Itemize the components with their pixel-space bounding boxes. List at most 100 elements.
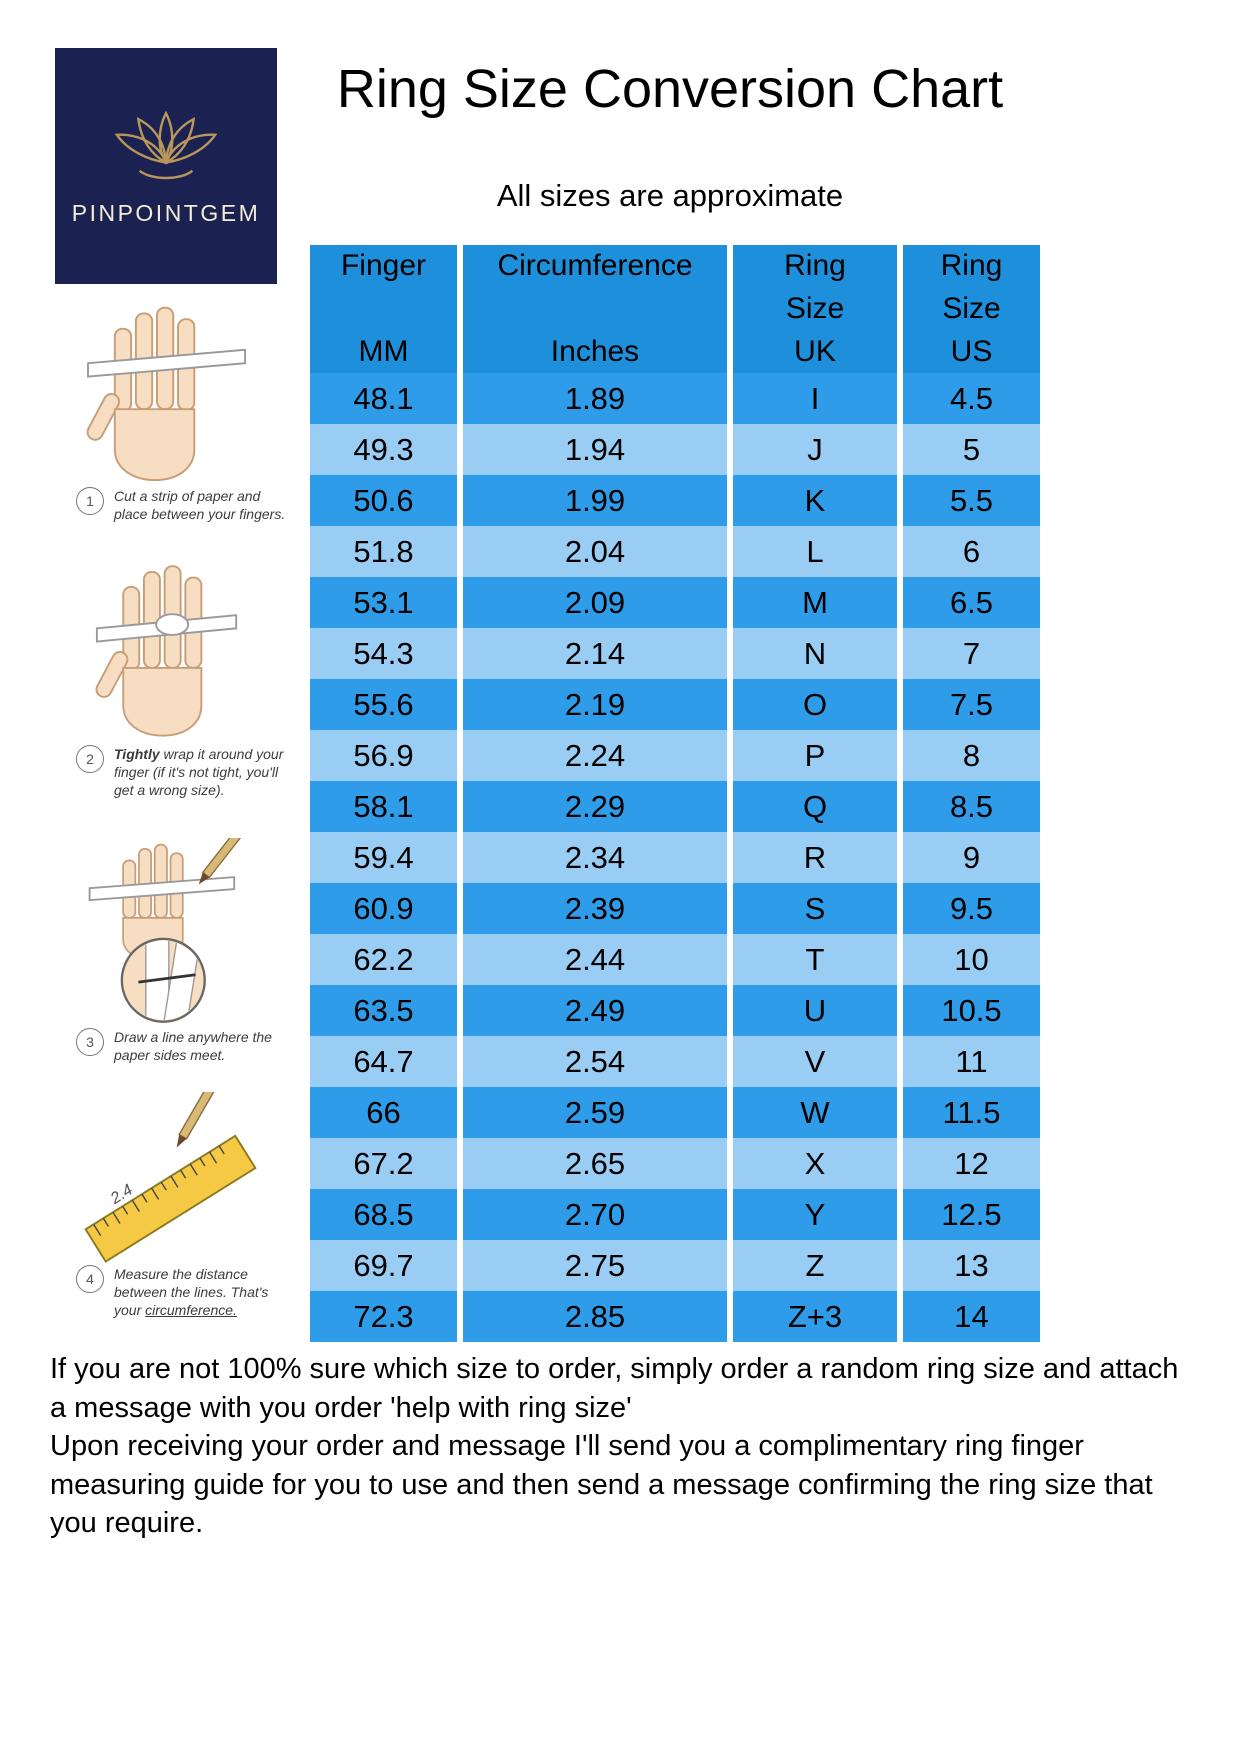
table-cell: 72.3 — [310, 1291, 460, 1342]
table-cell: 2.54 — [457, 1036, 730, 1087]
table-cell: P — [727, 730, 900, 781]
footer-paragraph: If you are not 100% sure which size to o… — [50, 1353, 1179, 1424]
footer-note: If you are not 100% sure which size to o… — [50, 1350, 1202, 1543]
table-cell: U — [727, 985, 900, 1036]
table-cell: 2.39 — [457, 883, 730, 934]
table-cell: 58.1 — [310, 781, 460, 832]
table-cell: 48.1 — [310, 373, 460, 424]
step-text: Draw a line anywhere the paper sides mee… — [114, 1029, 272, 1064]
table-cell: 56.9 — [310, 730, 460, 781]
table-cell: 7.5 — [897, 679, 1040, 730]
page-subtitle: All sizes are approximate — [496, 178, 844, 213]
table-cell: 4.5 — [897, 373, 1040, 424]
table-row: 64.7 2.54 V 11 — [310, 1036, 1040, 1087]
table-row: 72.3 2.85 Z+3 14 — [310, 1291, 1040, 1342]
table-row: 68.5 2.70 Y 12.5 — [310, 1189, 1040, 1240]
table-cell: 2.65 — [457, 1138, 730, 1189]
ring-size-table: Finger MM Circumference Inches Ring Size… — [310, 245, 1040, 1342]
col-header-ring-size-uk: Ring Size UK — [727, 245, 900, 373]
header-line: Size — [785, 292, 845, 325]
table-row: 54.3 2.14 N 7 — [310, 628, 1040, 679]
step4-ruler-illustration: 2.4 — [84, 1092, 257, 1263]
table-cell: R — [727, 832, 900, 883]
table-cell: 2.75 — [457, 1240, 730, 1291]
table-row: 62.2 2.44 T 10 — [310, 934, 1040, 985]
table-row: 50.6 1.99 K 5.5 — [310, 475, 1040, 526]
table-cell: Q — [727, 781, 900, 832]
step-3: 3 Draw a line anywhere the paper sides m… — [76, 1028, 301, 1064]
table-cell: 2.44 — [457, 934, 730, 985]
col-header-circumference-inches: Circumference Inches — [457, 245, 730, 373]
table-cell: 10 — [897, 934, 1040, 985]
table-row: 55.6 2.19 O 7.5 — [310, 679, 1040, 730]
step-4: 4 Measure the distance between the lines… — [76, 1265, 301, 1320]
step-number: 4 — [76, 1265, 104, 1293]
table-row: 58.1 2.29 Q 8.5 — [310, 781, 1040, 832]
table-cell: 14 — [897, 1291, 1040, 1342]
step-number: 3 — [76, 1028, 104, 1056]
table-row: 59.4 2.34 R 9 — [310, 832, 1040, 883]
table-cell: 5.5 — [897, 475, 1040, 526]
table-cell: 69.7 — [310, 1240, 460, 1291]
table-row: 69.7 2.75 Z 13 — [310, 1240, 1040, 1291]
pencil-icon — [176, 1092, 230, 1148]
table-cell: 2.24 — [457, 730, 730, 781]
table-cell: 6.5 — [897, 577, 1040, 628]
table-row: 67.2 2.65 X 12 — [310, 1138, 1040, 1189]
table-cell: J — [727, 424, 900, 475]
table-cell: 10.5 — [897, 985, 1040, 1036]
table-cell: 2.04 — [457, 526, 730, 577]
table-cell: 66 — [310, 1087, 460, 1138]
table-cell: K — [727, 475, 900, 526]
step-1: 1 Cut a strip of paper and place between… — [76, 487, 301, 523]
step-text: Measure the distance between the lines. … — [114, 1266, 269, 1319]
table-cell: 8 — [897, 730, 1040, 781]
table-cell: I — [727, 373, 900, 424]
table-cell: 8.5 — [897, 781, 1040, 832]
step-number: 1 — [76, 487, 104, 515]
table-row: 49.3 1.94 J 5 — [310, 424, 1040, 475]
table-cell: 67.2 — [310, 1138, 460, 1189]
header-line: Ring — [940, 249, 1003, 282]
table-cell: 1.94 — [457, 424, 730, 475]
table-cell: 11.5 — [897, 1087, 1040, 1138]
table-cell: 11 — [897, 1036, 1040, 1087]
table-cell: N — [727, 628, 900, 679]
header-line: Finger — [340, 249, 427, 282]
table-cell: 5 — [897, 424, 1040, 475]
table-cell: 7 — [897, 628, 1040, 679]
table-cell: T — [727, 934, 900, 985]
ruler-icon: 2.4 — [84, 1134, 257, 1263]
pencil-icon — [198, 838, 252, 885]
table-cell: Y — [727, 1189, 900, 1240]
table-cell: Z+3 — [727, 1291, 900, 1342]
table-cell: S — [727, 883, 900, 934]
table-cell: 62.2 — [310, 934, 460, 985]
table-cell: 13 — [897, 1240, 1040, 1291]
table-cell: 12.5 — [897, 1189, 1040, 1240]
table-cell: V — [727, 1036, 900, 1087]
table-cell: 2.09 — [457, 577, 730, 628]
table-cell: 2.29 — [457, 781, 730, 832]
table-cell: 64.7 — [310, 1036, 460, 1087]
table-header-row: Finger MM Circumference Inches Ring Size… — [310, 245, 1040, 373]
table-cell: 59.4 — [310, 832, 460, 883]
table-body: 48.1 1.89 I 4.5 49.3 1.94 J 5 50.6 1.99 K 5.5 51.8 2.… — [310, 373, 1040, 1342]
table-cell: 54.3 — [310, 628, 460, 679]
table-row: 66 2.59 W 11.5 — [310, 1087, 1040, 1138]
table-cell: L — [727, 526, 900, 577]
table-cell: 12 — [897, 1138, 1040, 1189]
table-row: 48.1 1.89 I 4.5 — [310, 373, 1040, 424]
step2-hand-illustration — [95, 565, 238, 737]
page-title: Ring Size Conversion Chart — [336, 59, 1004, 119]
table-cell: 2.19 — [457, 679, 730, 730]
header-line: US — [950, 335, 993, 368]
header-line: Size — [942, 292, 1001, 325]
table-cell: 51.8 — [310, 526, 460, 577]
step1-hand-illustration — [86, 306, 247, 482]
brand-name: PINPOINTGEM — [71, 199, 261, 226]
table-cell: 2.34 — [457, 832, 730, 883]
step-number: 2 — [76, 745, 104, 773]
table-cell: 2.85 — [457, 1291, 730, 1342]
table-cell: M — [727, 577, 900, 628]
